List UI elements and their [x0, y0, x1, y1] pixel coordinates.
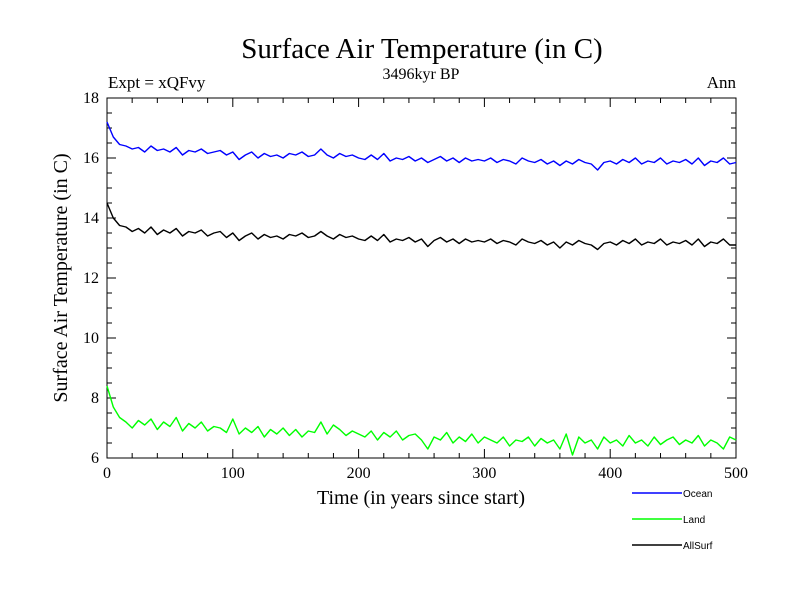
x-tick-label: 500 — [724, 465, 748, 482]
season-label: Ann — [707, 73, 737, 92]
y-tick-label: 10 — [83, 330, 99, 347]
series-lines — [106, 121, 737, 456]
y-tick-label: 6 — [91, 450, 99, 467]
legend-label-allsurf: AllSurf — [683, 541, 713, 552]
legend-label-land: Land — [683, 515, 705, 526]
experiment-label: Expt = xQFvy — [108, 73, 206, 92]
y-axis-label: Surface Air Temperature (in C) — [50, 153, 72, 402]
chart-subtitle: 3496kyr BP — [383, 66, 460, 83]
series-line-land — [106, 385, 737, 456]
x-tick-label: 100 — [221, 465, 245, 482]
legend-label-ocean: Ocean — [683, 489, 712, 500]
axis-tick-labels: 0 100 200 300 400 500 6 8 10 12 14 16 18 — [83, 90, 748, 482]
y-tick-label: 14 — [83, 210, 99, 227]
x-axis-label: Time (in years since start) — [317, 487, 525, 509]
series-line-allsurf — [106, 202, 736, 251]
plot-area-frame — [106, 97, 737, 459]
y-tick-label: 16 — [83, 150, 99, 167]
legend: Ocean Land AllSurf — [632, 489, 713, 552]
y-tick-label: 18 — [83, 90, 99, 107]
chart-title: Surface Air Temperature (in C) — [241, 33, 602, 65]
y-tick-label: 8 — [91, 390, 99, 407]
axis-ticks — [106, 97, 737, 459]
y-tick-label: 12 — [83, 270, 99, 287]
x-tick-label: 300 — [472, 465, 496, 482]
x-tick-label: 200 — [347, 465, 371, 482]
x-tick-label: 0 — [103, 465, 111, 482]
series-line-ocean — [106, 121, 737, 171]
x-tick-label: 400 — [598, 465, 622, 482]
